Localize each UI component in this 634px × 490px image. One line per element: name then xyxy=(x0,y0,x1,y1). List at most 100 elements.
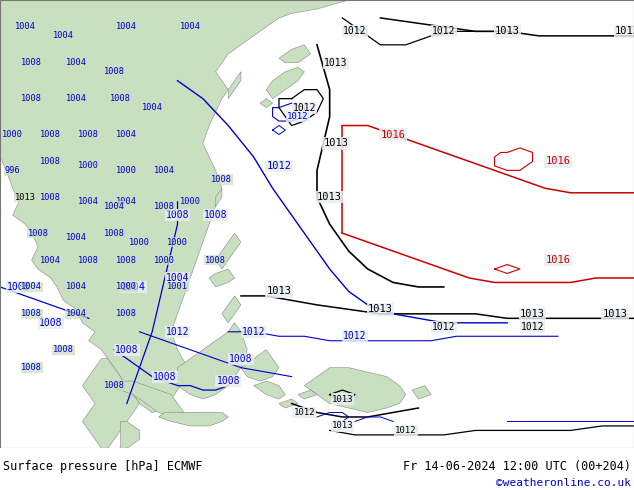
Text: 1008: 1008 xyxy=(78,130,100,139)
Polygon shape xyxy=(216,188,222,206)
Text: 1016: 1016 xyxy=(380,129,406,140)
Text: 1004: 1004 xyxy=(65,282,87,292)
Text: 1004: 1004 xyxy=(78,197,100,206)
Text: 1000: 1000 xyxy=(2,130,23,139)
Text: 1000: 1000 xyxy=(116,166,138,175)
Text: 1008: 1008 xyxy=(110,94,131,103)
Text: 1004: 1004 xyxy=(65,233,87,242)
Polygon shape xyxy=(0,0,349,413)
Text: 1008: 1008 xyxy=(103,381,125,390)
Text: 1008: 1008 xyxy=(103,229,125,238)
Polygon shape xyxy=(82,359,139,448)
Text: 1000: 1000 xyxy=(167,238,188,246)
Text: 1004: 1004 xyxy=(116,197,138,206)
Text: 1008: 1008 xyxy=(204,210,228,220)
Text: 1012: 1012 xyxy=(343,331,367,341)
Text: 1008: 1008 xyxy=(229,354,253,364)
Text: Surface pressure [hPa] ECMWF: Surface pressure [hPa] ECMWF xyxy=(3,460,203,473)
Text: 1004: 1004 xyxy=(65,58,87,67)
Text: 1008: 1008 xyxy=(205,256,226,265)
Text: 996: 996 xyxy=(5,166,20,175)
Text: 1008: 1008 xyxy=(7,282,31,292)
Text: 1000: 1000 xyxy=(179,197,201,206)
Polygon shape xyxy=(222,296,241,323)
Text: 1004: 1004 xyxy=(103,202,125,211)
Polygon shape xyxy=(412,386,431,399)
Text: 1013: 1013 xyxy=(323,139,349,148)
Text: 1008: 1008 xyxy=(40,193,61,202)
Text: 1004: 1004 xyxy=(53,31,74,40)
Polygon shape xyxy=(266,67,304,98)
Text: 1008: 1008 xyxy=(115,344,139,355)
Text: 1013: 1013 xyxy=(495,26,520,36)
Text: 1008: 1008 xyxy=(21,363,42,372)
Text: 1012: 1012 xyxy=(266,161,292,171)
Text: 1016: 1016 xyxy=(545,156,571,167)
Text: 1008: 1008 xyxy=(103,67,125,76)
Text: 1000: 1000 xyxy=(154,256,176,265)
Text: 1004: 1004 xyxy=(15,23,36,31)
Text: 1008: 1008 xyxy=(53,345,74,354)
Text: 1004: 1004 xyxy=(65,309,87,318)
Text: 1008: 1008 xyxy=(165,210,190,220)
Text: 1013: 1013 xyxy=(317,192,342,202)
Text: 1012: 1012 xyxy=(521,322,545,332)
Text: 1008: 1008 xyxy=(40,130,61,139)
Polygon shape xyxy=(241,350,279,381)
Text: 1013: 1013 xyxy=(332,394,353,404)
Text: 1004: 1004 xyxy=(141,103,163,112)
Text: ©weatheronline.co.uk: ©weatheronline.co.uk xyxy=(496,478,631,488)
Text: 1013: 1013 xyxy=(368,304,393,315)
Text: 1001: 1001 xyxy=(167,282,188,292)
Text: 1000: 1000 xyxy=(129,238,150,246)
Text: 1012: 1012 xyxy=(165,327,190,337)
Polygon shape xyxy=(279,399,298,408)
Text: 1008: 1008 xyxy=(154,202,176,211)
Text: 1008: 1008 xyxy=(21,309,42,318)
Text: 1004: 1004 xyxy=(179,23,201,31)
Text: 1013: 1013 xyxy=(602,309,628,319)
Text: 1004: 1004 xyxy=(116,130,138,139)
Text: 1008: 1008 xyxy=(116,309,138,318)
Text: 1013: 1013 xyxy=(266,287,292,296)
Text: 1012: 1012 xyxy=(242,327,266,337)
Text: 1004: 1004 xyxy=(21,282,42,292)
Text: 1008: 1008 xyxy=(27,229,49,238)
Polygon shape xyxy=(108,381,184,421)
Text: 1012: 1012 xyxy=(395,426,417,435)
Text: 1004: 1004 xyxy=(65,94,87,103)
Polygon shape xyxy=(279,45,311,63)
Polygon shape xyxy=(216,233,241,269)
Text: 1008: 1008 xyxy=(39,318,63,328)
Text: 1004: 1004 xyxy=(120,282,146,292)
Text: 1013: 1013 xyxy=(615,26,634,36)
Polygon shape xyxy=(209,269,235,287)
Text: 1008: 1008 xyxy=(78,256,100,265)
Text: 1004: 1004 xyxy=(116,23,138,31)
Text: 1012: 1012 xyxy=(343,26,367,36)
Text: Fr 14-06-2024 12:00 UTC (00+204): Fr 14-06-2024 12:00 UTC (00+204) xyxy=(403,460,631,473)
Polygon shape xyxy=(260,98,273,108)
Polygon shape xyxy=(254,381,285,399)
Text: 1008: 1008 xyxy=(153,371,177,382)
Text: 1016: 1016 xyxy=(545,255,571,265)
Polygon shape xyxy=(158,413,228,426)
Text: 1008: 1008 xyxy=(40,157,61,166)
Text: 1012: 1012 xyxy=(432,26,456,36)
Text: 1004: 1004 xyxy=(154,166,176,175)
Text: 1012: 1012 xyxy=(292,102,316,113)
Polygon shape xyxy=(304,368,406,413)
Text: 1013: 1013 xyxy=(520,309,545,319)
Polygon shape xyxy=(120,421,139,448)
Text: 1012: 1012 xyxy=(432,322,456,332)
Text: 1000: 1000 xyxy=(116,282,138,292)
Text: 1013: 1013 xyxy=(332,421,353,430)
Text: 1008: 1008 xyxy=(211,175,233,184)
Text: 1008: 1008 xyxy=(116,256,138,265)
Polygon shape xyxy=(178,323,247,399)
Text: 1008: 1008 xyxy=(216,376,240,386)
Polygon shape xyxy=(298,390,317,399)
Text: 1012: 1012 xyxy=(287,112,309,121)
Polygon shape xyxy=(228,72,241,98)
Text: 1013: 1013 xyxy=(15,193,36,202)
